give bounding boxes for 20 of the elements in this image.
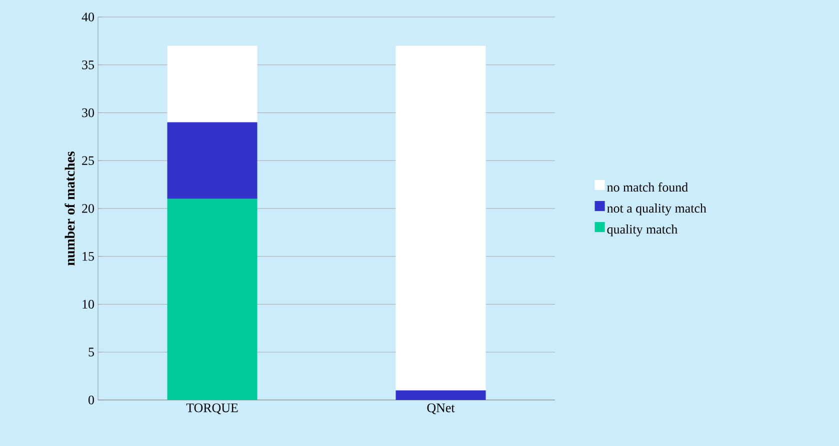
bar — [396, 46, 486, 390]
y-tick-label: 40 — [82, 12, 94, 22]
y-axis-title: number of matches — [64, 152, 75, 266]
x-tick-label: TORQUE — [186, 404, 238, 414]
y-tick-label: 5 — [88, 348, 94, 356]
legend-label: not a quality match — [607, 204, 706, 216]
y-tick-label: 10 — [82, 300, 94, 309]
y-tick-label: 20 — [82, 204, 94, 213]
bar — [167, 46, 258, 122]
y-tick-label: 15 — [82, 252, 94, 261]
legend-label: quality match — [607, 224, 678, 236]
bar — [396, 390, 486, 400]
y-tick-label: 35 — [82, 60, 94, 70]
x-tick-label: QNet — [427, 404, 455, 414]
bar — [167, 198, 258, 400]
bar — [167, 122, 258, 199]
y-tick-label: 0 — [88, 396, 94, 404]
legend-label: no match found — [607, 182, 688, 192]
y-tick-label: 25 — [82, 156, 94, 165]
y-tick-label: 30 — [82, 108, 94, 118]
